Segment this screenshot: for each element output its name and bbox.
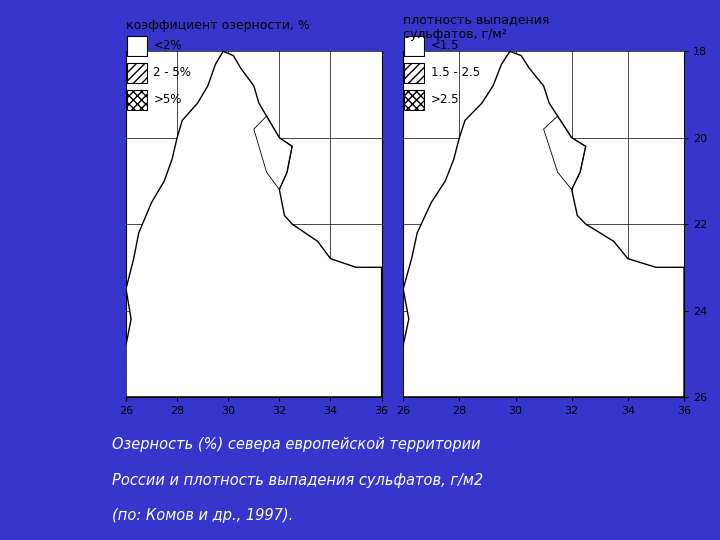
Text: <2%: <2% (153, 39, 182, 52)
Text: Озерность (%) севера европейской территории: Озерность (%) севера европейской террито… (112, 437, 480, 453)
Text: (по: Комов и др., 1997).: (по: Комов и др., 1997). (112, 508, 293, 523)
Text: <1.5: <1.5 (431, 39, 459, 52)
Text: >2.5: >2.5 (431, 93, 459, 106)
Text: России и плотность выпадения сульфатов, г/м2: России и плотность выпадения сульфатов, … (112, 472, 482, 488)
Polygon shape (126, 51, 382, 397)
Polygon shape (254, 116, 292, 190)
Polygon shape (403, 51, 580, 397)
Polygon shape (403, 215, 684, 397)
Polygon shape (544, 116, 586, 190)
Text: коэффициент озерности, %: коэффициент озерности, % (126, 19, 310, 32)
Polygon shape (126, 215, 382, 397)
Text: >5%: >5% (153, 93, 181, 106)
Text: сульфатов, г/м²: сульфатов, г/м² (403, 28, 507, 41)
Polygon shape (126, 51, 287, 397)
Polygon shape (403, 51, 684, 397)
Text: 1.5 - 2.5: 1.5 - 2.5 (431, 66, 480, 79)
Text: плотность выпадения: плотность выпадения (403, 14, 549, 26)
Text: 2 - 5%: 2 - 5% (153, 66, 192, 79)
